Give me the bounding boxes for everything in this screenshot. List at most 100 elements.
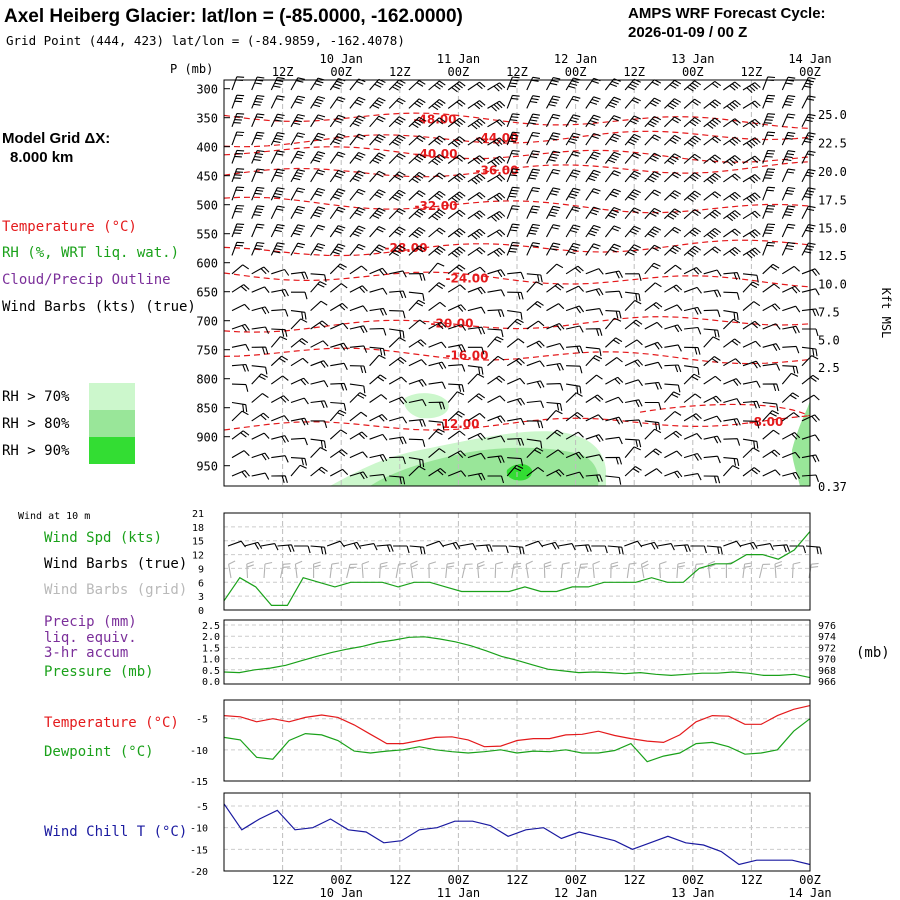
wind-barb-5-23 — [683, 172, 702, 183]
wind-barb-4-23 — [683, 153, 702, 164]
wind-barb-18-20 — [625, 419, 643, 427]
wind-barb-6-10 — [428, 190, 446, 201]
wind-barb-15-11 — [448, 364, 466, 372]
grid-barb-31 — [742, 562, 752, 579]
rh-area-70-upper — [404, 393, 449, 419]
true-barb-5 — [310, 545, 327, 555]
wind-barb-1-2 — [270, 95, 285, 109]
true-barb-32 — [756, 543, 774, 551]
wind-barb-9-0 — [231, 241, 245, 256]
wind-barb-19-5 — [329, 429, 348, 440]
wind-barb-12-10 — [428, 301, 446, 312]
wind-barb-8-1 — [251, 223, 265, 238]
isotherm-label-10: -8.00 — [749, 415, 784, 429]
wind-barb-13-17 — [565, 325, 584, 333]
pressure-tick-4: 500 — [196, 199, 218, 213]
wind-barb-10-20 — [625, 273, 642, 281]
wind-barb-6-4 — [310, 187, 326, 201]
cross-section-panel: P (mb) -48.00-44.00-40.00-36.00-32.00-28… — [170, 52, 893, 494]
wind-barb-5-14 — [506, 168, 520, 183]
wind-barb-2-2 — [270, 113, 285, 128]
bottom-date-tick-0: 10 Jan — [320, 886, 363, 900]
wind-tick-0: 21 — [192, 509, 204, 520]
wind-barb-15-21 — [644, 361, 663, 369]
wind-barb-18-3 — [290, 417, 309, 426]
grid-barb-13 — [445, 562, 455, 579]
wind-barb-12-13 — [487, 309, 505, 318]
wind-barb-7-13 — [487, 211, 506, 222]
top-time-tick-5: 00Z — [565, 65, 587, 79]
wind-barb-1-27 — [762, 94, 776, 109]
isotherm-label-7: -20.00 — [431, 317, 474, 331]
wind-barb-20-5 — [329, 449, 348, 459]
wind-barb-10-26 — [742, 273, 759, 283]
wind-barb-0-28 — [781, 76, 796, 91]
true-barb-7 — [343, 541, 362, 550]
wind-barb-7-21 — [644, 207, 662, 220]
precip-liq-label: liq. equiv. — [44, 630, 137, 646]
wind-barb-15-27 — [762, 363, 781, 371]
wind-barb-20-14 — [507, 457, 524, 466]
wind-barb-10-18 — [585, 268, 604, 275]
wind-barb-18-24 — [703, 415, 722, 423]
wind-barb-16-15 — [526, 380, 545, 389]
forecast-cycle-label: AMPS WRF Forecast Cycle: — [628, 5, 826, 22]
wind-barb-0-25 — [723, 81, 741, 91]
wind-barb-1-16 — [546, 95, 561, 109]
bottom-time-tick-8: 12Z — [741, 873, 763, 887]
wind-barbs-true — [227, 540, 822, 555]
wind-barb-5-6 — [349, 170, 366, 183]
wind-barb-9-11 — [447, 246, 466, 258]
wind-barb-3-1 — [251, 131, 265, 146]
wind-barb-16-12 — [467, 373, 485, 385]
pressure-right-tick-5: 966 — [818, 677, 836, 688]
wind-barb-13-6 — [349, 325, 368, 334]
wind-barb-16-3 — [290, 377, 309, 386]
wind-barb-9-1 — [251, 241, 265, 256]
wind-barb-7-4 — [310, 206, 326, 219]
wind-barb-18-22 — [664, 411, 682, 422]
wind-barb-3-4 — [310, 132, 326, 146]
wind-barb-14-20 — [624, 339, 643, 348]
wind-barb-19-10 — [428, 428, 445, 440]
wind-barb-17-15 — [526, 400, 545, 409]
wind-barb-11-2 — [271, 288, 289, 297]
wind-barb-4-19 — [604, 151, 621, 164]
wind-barb-3-20 — [624, 133, 641, 146]
isotherm-label-8: -16.00 — [446, 349, 489, 363]
wind-barb-16-11 — [448, 383, 465, 393]
wind-barb-17-16 — [546, 401, 563, 411]
wind-barb-10-19 — [605, 270, 623, 279]
wind-barb-19-2 — [271, 435, 289, 443]
wind-barb-13-8 — [389, 328, 405, 339]
wind-barb-13-2 — [271, 328, 288, 337]
wind-barb-7-20 — [624, 207, 641, 220]
wind-barb-20-9 — [408, 457, 425, 468]
wind-barb-11-5 — [329, 283, 348, 293]
wind-barb-5-7 — [369, 170, 386, 183]
wind-barb-7-17 — [565, 206, 581, 219]
pressure-tick-8: 700 — [196, 315, 218, 329]
wind-barb-4-9 — [408, 153, 426, 164]
wind-barb-1-25 — [723, 99, 741, 111]
wind-barb-12-6 — [349, 305, 368, 313]
wind-tick-7: 0 — [198, 606, 204, 617]
wind-barb-16-14 — [506, 377, 526, 385]
wind-barb-18-11 — [447, 410, 465, 422]
station-title: Axel Heiberg Glacier: lat/lon = (-85.000… — [4, 6, 463, 27]
wind-barb-20-18 — [585, 454, 604, 462]
wind-barb-21-17 — [565, 471, 584, 479]
wind-barb-6-24 — [703, 191, 722, 201]
wind-barb-9-5 — [329, 243, 346, 256]
wind-barb-20-0 — [231, 450, 250, 459]
wind-barb-8-11 — [447, 228, 466, 238]
wind-barb-11-27 — [762, 283, 781, 293]
wind-barb-19-12 — [467, 432, 486, 441]
wind-barb-9-9 — [408, 245, 426, 256]
wind-barb-17-24 — [703, 395, 722, 404]
true-barb-28 — [690, 545, 707, 554]
wind-barb-15-9 — [408, 359, 427, 367]
wind-barb-10-8 — [389, 270, 407, 278]
height-tick-0: 25.0 — [818, 108, 847, 122]
